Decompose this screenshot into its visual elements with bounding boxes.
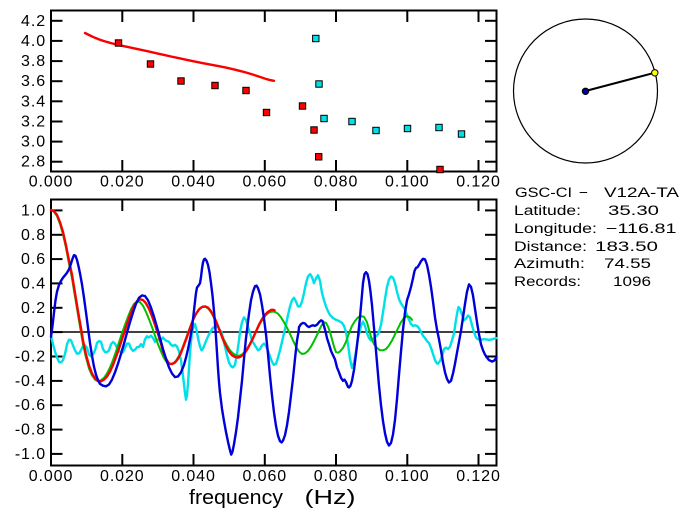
svg-text:0.100: 0.100 <box>385 468 430 485</box>
svg-text:3.4: 3.4 <box>21 93 46 110</box>
svg-text:0.080: 0.080 <box>314 174 359 191</box>
svg-text:3.8: 3.8 <box>21 53 46 70</box>
svg-text:Azimuth:: Azimuth: <box>514 256 585 271</box>
svg-text:4.2: 4.2 <box>21 13 46 30</box>
svg-text:0.120: 0.120 <box>456 468 501 485</box>
svg-text:0.060: 0.060 <box>243 468 288 485</box>
svg-text:0.100: 0.100 <box>385 174 430 191</box>
svg-text:V12A-TA: V12A-TA <box>604 185 679 200</box>
svg-text:1096: 1096 <box>613 274 651 289</box>
svg-text:0.060: 0.060 <box>243 174 288 191</box>
svg-text:Latitude:: Latitude: <box>514 203 581 218</box>
svg-text:Records:: Records: <box>514 274 581 289</box>
svg-text:Distance:: Distance: <box>514 239 587 254</box>
svg-text:0.4: 0.4 <box>21 275 46 292</box>
svg-text:-0.2: -0.2 <box>15 349 46 366</box>
svg-text:−: − <box>579 185 588 200</box>
svg-text:0.6: 0.6 <box>21 251 46 268</box>
svg-text:3.6: 3.6 <box>21 73 46 90</box>
svg-text:-0.6: -0.6 <box>15 397 46 414</box>
svg-text:2.8: 2.8 <box>21 154 46 171</box>
svg-text:4.0: 4.0 <box>21 33 46 50</box>
svg-text:GSC-CI: GSC-CI <box>515 185 572 200</box>
svg-text:-0.4: -0.4 <box>15 373 46 390</box>
svg-text:1.0: 1.0 <box>21 202 46 219</box>
svg-text:-1.0: -1.0 <box>15 446 46 463</box>
svg-text:Longitude:: Longitude: <box>514 221 597 236</box>
svg-text:0.000: 0.000 <box>29 174 74 191</box>
svg-text:0.020: 0.020 <box>100 174 145 191</box>
svg-text:3.2: 3.2 <box>21 114 46 131</box>
svg-text:0.120: 0.120 <box>456 174 501 191</box>
svg-text:0.040: 0.040 <box>171 174 216 191</box>
svg-text:183.50: 183.50 <box>595 239 658 254</box>
svg-text:0.8: 0.8 <box>21 227 46 244</box>
svg-text:-0.8: -0.8 <box>15 422 46 439</box>
svg-text:0.020: 0.020 <box>100 468 145 485</box>
svg-text:−116.81: −116.81 <box>606 221 677 236</box>
svg-text:0.000: 0.000 <box>29 468 74 485</box>
svg-text:0.2: 0.2 <box>21 300 46 317</box>
svg-text:0.0: 0.0 <box>21 324 46 341</box>
svg-text:3.0: 3.0 <box>21 134 46 151</box>
svg-text:0.080: 0.080 <box>314 468 359 485</box>
svg-text:35.30: 35.30 <box>608 203 659 218</box>
svg-text:(Hz): (Hz) <box>305 487 356 509</box>
svg-text:frequency: frequency <box>189 487 283 509</box>
svg-text:74.55: 74.55 <box>604 256 651 271</box>
svg-text:0.040: 0.040 <box>171 468 216 485</box>
